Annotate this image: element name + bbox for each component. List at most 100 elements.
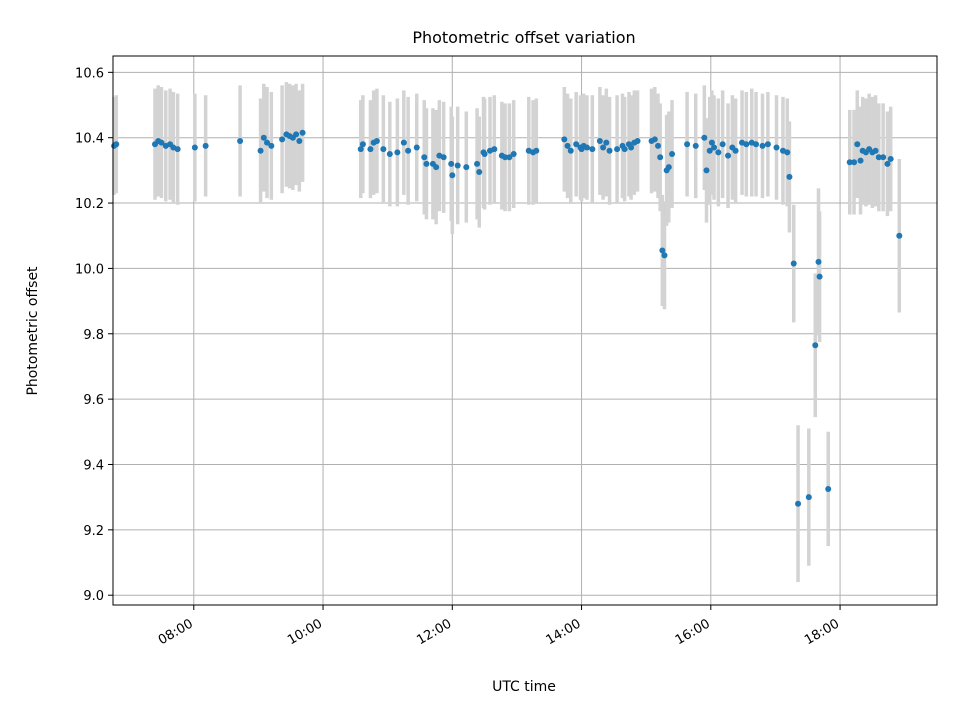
x-tick-label: 10:00 (285, 616, 325, 648)
data-point (567, 147, 574, 154)
data-point (732, 147, 739, 154)
data-point (887, 155, 894, 162)
data-point (790, 260, 797, 267)
data-point (884, 160, 891, 167)
data-point (655, 142, 662, 149)
data-point (606, 147, 613, 154)
data-point (669, 151, 676, 158)
data-point (596, 137, 603, 144)
y-tick-label: 9.8 (83, 328, 104, 343)
data-point (692, 142, 699, 149)
data-point (589, 146, 596, 153)
data-point (603, 139, 610, 146)
x-tick-label: 14:00 (544, 616, 584, 648)
data-point (825, 485, 832, 492)
data-point (784, 149, 791, 156)
data-point (661, 252, 668, 259)
data-point (448, 160, 455, 167)
data-point (651, 136, 658, 143)
data-point (260, 134, 267, 141)
data-point (564, 142, 571, 149)
chart-title: Photometric offset variation (412, 28, 635, 47)
data-point (174, 146, 181, 153)
data-point (113, 141, 120, 148)
y-tick-label: 10.6 (75, 66, 104, 81)
x-axis-label: UTC time (492, 679, 556, 695)
data-point (474, 160, 481, 167)
data-point (773, 144, 780, 151)
data-point (502, 154, 509, 161)
data-point (719, 141, 726, 148)
data-point (715, 149, 722, 156)
data-point (857, 157, 864, 164)
y-tick-label: 9.4 (83, 458, 104, 473)
plot-frame (112, 55, 938, 606)
data-point (202, 142, 209, 149)
x-axis-ticks: 08:00 10:00 12:00 14:00 16:00 18:00 (156, 605, 842, 648)
data-point (158, 139, 165, 146)
data-point (614, 146, 621, 153)
data-point (725, 152, 732, 159)
data-point (400, 139, 407, 146)
y-axis-label: Photometric offset (25, 266, 41, 396)
data-point (621, 146, 628, 153)
grid-lines (113, 56, 937, 605)
y-tick-label: 9.6 (83, 393, 104, 408)
y-tick-label: 10.4 (75, 132, 104, 147)
data-point (491, 146, 498, 153)
data-point (573, 141, 580, 148)
x-tick-label: 12:00 (414, 616, 454, 648)
data-point (268, 142, 275, 149)
data-point (846, 159, 853, 166)
y-axis-ticks: 9.0 9.2 9.4 9.6 9.8 10.0 10.2 10.4 10.6 (75, 66, 113, 604)
data-point (449, 172, 456, 179)
data-point (421, 154, 428, 161)
data-point (628, 144, 635, 151)
data-point (711, 144, 718, 151)
data-point (463, 164, 470, 171)
data-point (854, 141, 861, 148)
data-point (481, 151, 488, 158)
data-point (405, 147, 412, 154)
data-point (293, 131, 300, 138)
data-point (380, 146, 387, 153)
data-point (815, 258, 822, 265)
plot-area (113, 56, 937, 605)
x-tick-label: 18:00 (802, 616, 842, 648)
data-point (359, 141, 366, 148)
data-point (743, 141, 750, 148)
data-point (684, 141, 691, 148)
x-tick-label: 16:00 (673, 616, 713, 648)
data-point (708, 139, 715, 146)
y-tick-label: 9.0 (83, 589, 104, 604)
data-point (533, 147, 540, 154)
data-point (896, 232, 903, 239)
data-point (394, 149, 401, 156)
data-point (786, 173, 793, 180)
data-point (875, 154, 882, 161)
data-point (753, 141, 760, 148)
x-tick-label: 08:00 (156, 616, 196, 648)
data-point (296, 137, 303, 144)
data-point (880, 154, 887, 161)
data-point (476, 169, 483, 176)
data-points (111, 129, 903, 507)
data-point (657, 154, 664, 161)
data-point (816, 273, 823, 280)
data-point (299, 129, 306, 136)
data-point (812, 342, 819, 349)
y-tick-label: 10.2 (75, 197, 104, 212)
data-point (257, 147, 264, 154)
data-point (433, 164, 440, 171)
data-point (279, 136, 286, 143)
data-point (510, 151, 517, 158)
data-point (665, 164, 672, 171)
data-point (759, 142, 766, 149)
data-point (561, 136, 568, 143)
data-point (440, 154, 447, 161)
data-point (264, 139, 271, 146)
data-point (357, 146, 364, 153)
data-point (764, 141, 771, 148)
data-point (706, 147, 713, 154)
